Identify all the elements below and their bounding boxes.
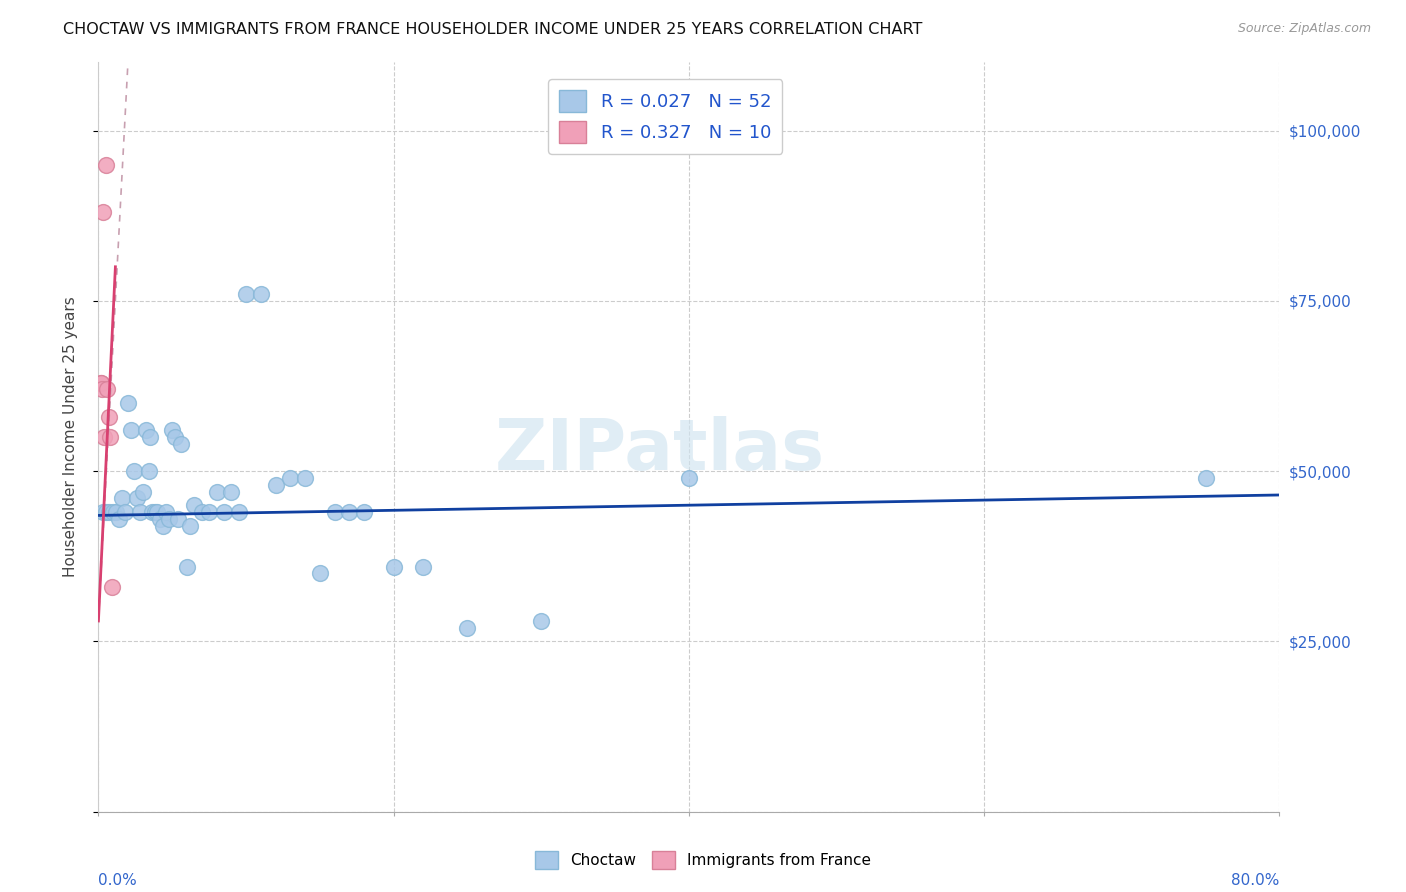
Point [155,505,177,519]
Point [264,477,287,491]
Point [128,505,150,519]
Point [97,409,120,424]
Point [382,559,405,574]
Point [97,505,120,519]
Point [205,484,228,499]
Point [191,505,214,519]
Point [179,518,201,533]
Point [412,559,434,574]
Point [90,376,112,390]
Point [152,518,174,533]
Text: 0.0%: 0.0% [98,873,138,888]
Point [94,505,117,519]
Point [143,505,166,519]
Point [167,512,190,526]
Point [353,505,375,519]
Point [162,423,183,437]
Point [91,205,114,219]
Point [111,491,134,506]
Point [91,383,114,397]
Point [221,484,243,499]
Y-axis label: Householder Income Under 25 years: Householder Income Under 25 years [63,297,77,577]
Point [132,484,155,499]
Point [309,566,332,581]
Point [98,430,121,444]
Point [678,471,700,485]
Text: 80.0%: 80.0% [1232,873,1279,888]
Point [157,512,180,526]
Text: Source: ZipAtlas.com: Source: ZipAtlas.com [1237,22,1371,36]
Point [117,396,139,410]
Point [146,505,169,519]
Point [228,505,250,519]
Point [96,383,118,397]
Point [165,430,187,444]
Point [138,464,160,478]
Point [105,505,128,519]
Point [91,505,114,519]
Point [212,505,235,519]
Point [339,505,361,519]
Point [280,471,302,485]
Point [122,464,145,478]
Point [198,505,221,519]
Text: CHOCTAW VS IMMIGRANTS FROM FRANCE HOUSEHOLDER INCOME UNDER 25 YEARS CORRELATION : CHOCTAW VS IMMIGRANTS FROM FRANCE HOUSEH… [63,22,922,37]
Point [170,437,193,451]
Point [176,559,198,574]
Point [125,491,148,506]
Point [108,512,131,526]
Point [183,498,205,512]
Point [103,505,125,519]
Point [457,621,479,635]
Point [323,505,346,519]
Text: ZIPatlas: ZIPatlas [495,417,824,485]
Point [100,580,122,594]
Point [294,471,316,485]
Point [94,158,117,172]
Point [1195,471,1218,485]
Point [235,287,257,301]
Point [114,505,136,519]
Point [135,423,157,437]
Legend: R = 0.027   N = 52, R = 0.327   N = 10: R = 0.027 N = 52, R = 0.327 N = 10 [548,79,782,153]
Point [530,614,553,628]
Point [139,430,162,444]
Point [93,430,115,444]
Point [120,423,142,437]
Point [250,287,273,301]
Point [141,505,163,519]
Point [149,512,172,526]
Point [90,376,112,390]
Legend: Choctaw, Immigrants from France: Choctaw, Immigrants from France [529,845,877,875]
